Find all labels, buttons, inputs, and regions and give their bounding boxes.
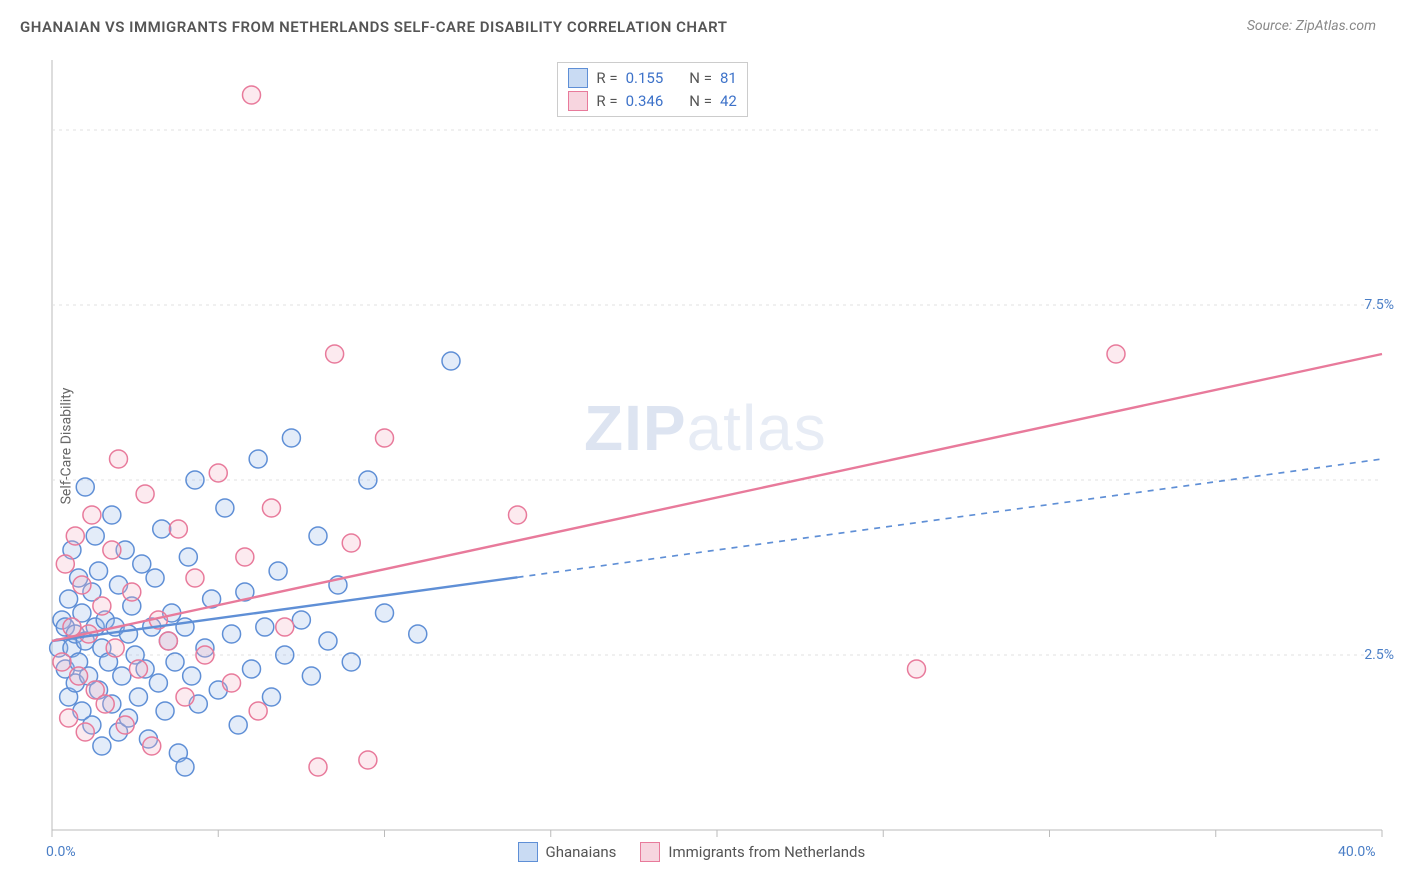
y-tick-label: 7.5% bbox=[1364, 297, 1394, 313]
legend-series: Ghanaians Immigrants from Netherlands bbox=[518, 842, 866, 862]
n-label: N = bbox=[689, 67, 712, 90]
scatter-chart bbox=[0, 0, 1406, 892]
r-value: 0.155 bbox=[626, 67, 664, 90]
legend-swatch bbox=[640, 842, 660, 862]
legend-swatch bbox=[518, 842, 538, 862]
n-value: 42 bbox=[720, 90, 737, 113]
n-value: 81 bbox=[720, 67, 737, 90]
legend-item: Ghanaians bbox=[518, 842, 617, 862]
legend-swatch bbox=[568, 68, 588, 88]
x-tick-label: 40.0% bbox=[1338, 844, 1376, 860]
r-label: R = bbox=[596, 90, 617, 113]
legend-label: Immigrants from Netherlands bbox=[668, 843, 865, 861]
legend-row: R = 0.346 N = 42 bbox=[568, 90, 736, 113]
n-label: N = bbox=[689, 90, 712, 113]
legend-item: Immigrants from Netherlands bbox=[640, 842, 865, 862]
r-value: 0.346 bbox=[626, 90, 664, 113]
y-tick-label: 2.5% bbox=[1364, 647, 1394, 663]
legend-row: R = 0.155 N = 81 bbox=[568, 67, 736, 90]
legend-swatch bbox=[568, 91, 588, 111]
legend-correlation: R = 0.155 N = 81 R = 0.346 N = 42 bbox=[557, 62, 747, 117]
x-tick-label: 0.0% bbox=[46, 844, 76, 860]
r-label: R = bbox=[596, 67, 617, 90]
legend-label: Ghanaians bbox=[546, 843, 617, 861]
